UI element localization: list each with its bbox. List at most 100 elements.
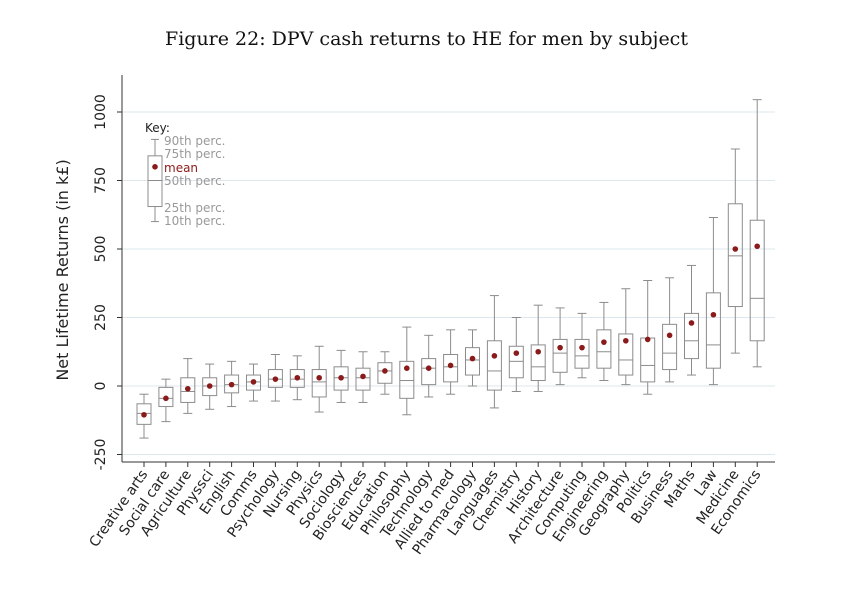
- grid-lines: [122, 111, 775, 455]
- iqr-box: [158, 386, 174, 408]
- box-psychology: [267, 353, 283, 402]
- iqr-box: [136, 403, 152, 425]
- box-creative-arts: [136, 393, 152, 439]
- mean-point: [272, 376, 279, 382]
- box-languages: [486, 295, 502, 409]
- y-axis-label: Net Lifetime Returns (in k£): [53, 159, 72, 380]
- iqr-box: [311, 369, 327, 398]
- iqr-box: [486, 340, 502, 391]
- iqr-box: [267, 369, 283, 388]
- iqr-box: [333, 366, 349, 391]
- iqr-box: [618, 333, 634, 376]
- mean-point: [294, 374, 301, 381]
- mean-point: [163, 395, 169, 402]
- mean-point: [469, 355, 476, 362]
- box-politics: [640, 280, 656, 395]
- iqr-box: [508, 345, 524, 379]
- mean-point: [185, 385, 191, 392]
- mean-point: [535, 348, 541, 355]
- key-label: 10th perc.: [164, 214, 225, 228]
- box-business: [662, 277, 678, 383]
- box-comms: [246, 363, 261, 402]
- box-biosciences: [355, 351, 371, 403]
- mean-point: [338, 374, 344, 381]
- key-mean-point: [152, 164, 158, 170]
- mean-point: [557, 344, 563, 351]
- mean-point: [250, 379, 257, 385]
- mean-point: [360, 373, 366, 380]
- box-pharmacology: [465, 329, 480, 387]
- y-tick-label: 1000: [93, 94, 109, 130]
- mean-point: [666, 332, 673, 339]
- mean-point: [644, 336, 651, 343]
- y-tick-label: 750: [93, 167, 109, 194]
- iqr-box: [421, 358, 437, 386]
- figure-title: Figure 22: DPV cash returns to HE for me…: [165, 28, 688, 50]
- key-label: 75th perc.: [164, 147, 225, 161]
- iqr-box: [399, 360, 415, 399]
- y-tick-label: 0: [93, 382, 109, 391]
- mean-point: [404, 365, 410, 371]
- mean-point: [688, 320, 695, 326]
- mean-point: [754, 243, 760, 250]
- iqr-box: [530, 344, 546, 382]
- iqr-box: [246, 374, 261, 391]
- mean-point: [206, 383, 213, 389]
- iqr-box: [640, 337, 656, 383]
- mean-point: [141, 411, 147, 418]
- box-chemistry: [508, 317, 524, 392]
- key-label: 90th perc.: [164, 134, 225, 148]
- mean-point: [710, 311, 717, 318]
- y-tick-label: -250: [93, 439, 109, 471]
- box-physics: [311, 345, 327, 413]
- key-box: [147, 155, 163, 208]
- box-engineering: [596, 301, 612, 382]
- iqr-box: [289, 369, 305, 388]
- key-title: Key:: [145, 121, 170, 135]
- iqr-box: [727, 203, 743, 308]
- box-architecture: [552, 307, 568, 386]
- key-label: mean: [164, 161, 198, 175]
- box-physsci: [202, 363, 218, 410]
- box-law: [705, 216, 721, 386]
- iqr-box: [202, 377, 218, 397]
- iqr-box: [355, 367, 371, 391]
- box-allied-to-med: [443, 329, 459, 395]
- box-geography: [618, 288, 634, 386]
- iqr-box: [749, 219, 765, 342]
- box-economics: [749, 99, 765, 368]
- mean-point: [447, 362, 454, 369]
- box-nursing: [289, 355, 305, 401]
- box-sociology: [333, 349, 349, 403]
- mean-point: [601, 339, 607, 345]
- iqr-box: [180, 377, 196, 403]
- y-tick-label: 500: [93, 236, 109, 263]
- iqr-box: [552, 338, 568, 373]
- key-label: 25th perc.: [164, 201, 225, 215]
- box-agriculture: [180, 358, 196, 414]
- iqr-box: [465, 347, 480, 376]
- mean-point: [228, 381, 235, 388]
- iqr-box: [705, 292, 721, 369]
- iqr-box: [684, 312, 699, 360]
- iqr-box: [443, 353, 459, 383]
- mean-point: [732, 246, 739, 252]
- key-label: 50th perc.: [164, 174, 225, 188]
- mean-point: [579, 344, 585, 351]
- iqr-box: [377, 362, 393, 384]
- iqr-box: [662, 323, 678, 371]
- iqr-box: [596, 329, 612, 369]
- iqr-box: [574, 338, 590, 369]
- box-computing: [574, 312, 590, 379]
- mean-point: [425, 365, 432, 371]
- iqr-box: [224, 374, 240, 394]
- y-tick-label: 250: [93, 304, 109, 331]
- box-medicine: [727, 148, 743, 354]
- mean-point: [491, 353, 498, 359]
- mean-point: [316, 374, 323, 381]
- box-english: [224, 360, 240, 408]
- mean-point: [623, 337, 629, 344]
- mean-point: [382, 368, 388, 374]
